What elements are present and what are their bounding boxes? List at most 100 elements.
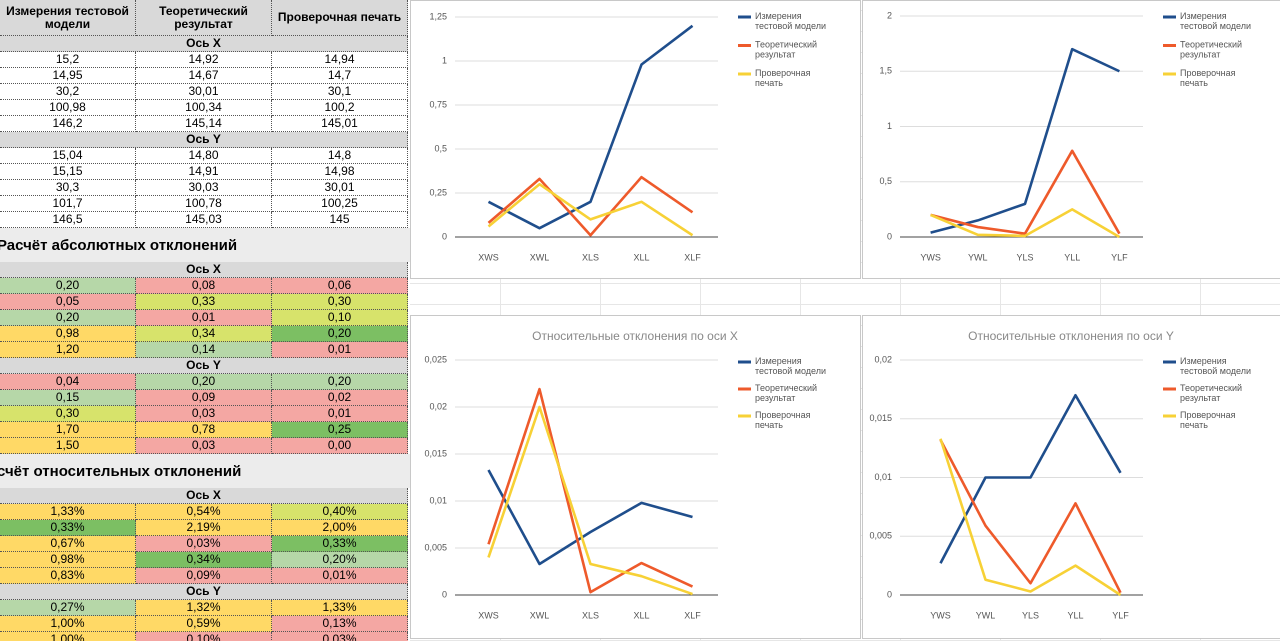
data-cell: 0,30 [272, 294, 408, 310]
data-cell: 0,34% [136, 552, 272, 568]
x-tick-label: YWL [976, 610, 996, 620]
y-tick-label: 1,25 [429, 11, 447, 21]
y-tick-label: 0,015 [869, 413, 892, 423]
y-tick-label: 0,75 [429, 99, 447, 109]
data-cell: 14,67 [136, 68, 272, 84]
data-cell: 0,83% [0, 568, 136, 584]
legend-label: Проверочная печать [1180, 410, 1238, 430]
legend-line: Проверочная [755, 410, 813, 420]
data-cell: 30,1 [272, 84, 408, 100]
data-cell: 0,15 [0, 390, 136, 406]
data-table: Измерения тестовой модели Теоретический р… [0, 0, 410, 641]
chart-frame [410, 0, 861, 279]
x-tick-label: YLF [1111, 252, 1128, 262]
data-cell: 15,2 [0, 52, 136, 68]
data-cell: 0,40% [272, 504, 408, 520]
legend-line: результат [1180, 50, 1220, 60]
y-tick-label: 0 [887, 589, 892, 599]
data-cell: 1,33% [0, 504, 136, 520]
legend-line: печать [1180, 78, 1208, 88]
data-cell: 0,30 [0, 406, 136, 422]
data-cell: 145,03 [136, 212, 272, 228]
y-tick-label: 1 [887, 121, 892, 131]
legend-line: Измерения [1180, 356, 1229, 366]
y-tick-label: 0,01 [874, 472, 892, 482]
series-line [930, 208, 1121, 239]
legend-line: печать [1180, 420, 1208, 430]
data-cell: 30,3 [0, 180, 136, 196]
y-tick-label: 2 [887, 10, 892, 20]
series-line [930, 47, 1120, 234]
x-tick-label: XLL [633, 252, 649, 262]
data-cell: 0,08 [136, 278, 272, 294]
data-cell: 100,78 [136, 196, 272, 212]
data-cell: 0,20 [0, 278, 136, 294]
legend-line: тестовой модели [1180, 366, 1251, 376]
data-cell: 1,20 [0, 342, 136, 358]
header-cell: Теоретический результат [136, 0, 272, 36]
data-cell: 0,27% [0, 600, 136, 616]
legend-line: тестовой модели [755, 21, 826, 31]
x-tick-label: YLS [1022, 610, 1039, 620]
y-tick-label: 0 [442, 231, 447, 241]
legend-label: Измерения тестовой модели [755, 11, 826, 31]
legend-line: печать [755, 420, 783, 430]
axis-row: Ось Y [0, 584, 408, 600]
legend-line: печать [755, 78, 783, 88]
y-tick-label: 0,005 [869, 531, 892, 541]
data-cell: 0,09% [136, 568, 272, 584]
legend-line: Теоретический [1180, 40, 1245, 50]
section-title: счёт относительных отклонений [0, 454, 410, 488]
legend-line: Теоретический [1180, 383, 1245, 393]
x-tick-label: YLL [1064, 252, 1080, 262]
data-cell: 1,00% [0, 632, 136, 641]
data-cell: 0,33 [136, 294, 272, 310]
legend-line: Теоретический [755, 383, 820, 393]
data-cell: 14,91 [136, 164, 272, 180]
axis-row: Ось X [0, 36, 408, 52]
y-tick-label: 0,02 [429, 401, 447, 411]
data-cell: 0,25 [272, 422, 408, 438]
data-cell: 146,5 [0, 212, 136, 228]
legend-label: Теоретический результат [755, 383, 820, 403]
legend-line: Проверочная [1180, 68, 1238, 78]
x-tick-label: XLF [684, 610, 701, 620]
series-line [487, 182, 694, 237]
data-cell: 0,14 [136, 342, 272, 358]
data-cell: 30,01 [272, 180, 408, 196]
legend-label: Теоретический результат [1180, 383, 1245, 403]
x-tick-label: XLL [633, 610, 649, 620]
data-cell: 0,59% [136, 616, 272, 632]
data-cell: 0,78 [136, 422, 272, 438]
y-tick-label: 0 [887, 231, 892, 241]
axis-row: Ось X [0, 262, 408, 278]
data-cell: 1,50 [0, 438, 136, 454]
y-tick-label: 0,02 [874, 354, 892, 364]
series-line [487, 24, 694, 230]
x-tick-label: YLS [1016, 252, 1033, 262]
legend-label: Измерения тестовой модели [755, 356, 826, 376]
series-line [487, 175, 694, 237]
header-cell: Проверочная печать [272, 0, 408, 36]
data-cell: 0,20% [272, 552, 408, 568]
data-cell: 145,14 [136, 116, 272, 132]
legend-line: Измерения [755, 356, 804, 366]
data-cell: 0,09 [136, 390, 272, 406]
y-tick-label: 0,25 [429, 187, 447, 197]
data-cell: 2,19% [136, 520, 272, 536]
data-cell: 0,01% [272, 568, 408, 584]
series-line [487, 387, 694, 594]
section-title: Расчёт абсолютных отклонений [0, 228, 410, 262]
chart-frame [410, 315, 861, 639]
data-cell: 0,98 [0, 326, 136, 342]
data-cell: 1,70 [0, 422, 136, 438]
data-cell: 14,95 [0, 68, 136, 84]
data-cell: 0,03% [136, 536, 272, 552]
data-cell: 0,98% [0, 552, 136, 568]
legend-label: Измерения тестовой модели [1180, 11, 1251, 31]
legend-line: результат [1180, 393, 1220, 403]
data-cell: 145,01 [272, 116, 408, 132]
legend-line: Измерения [1180, 11, 1229, 21]
data-cell: 0,34 [136, 326, 272, 342]
